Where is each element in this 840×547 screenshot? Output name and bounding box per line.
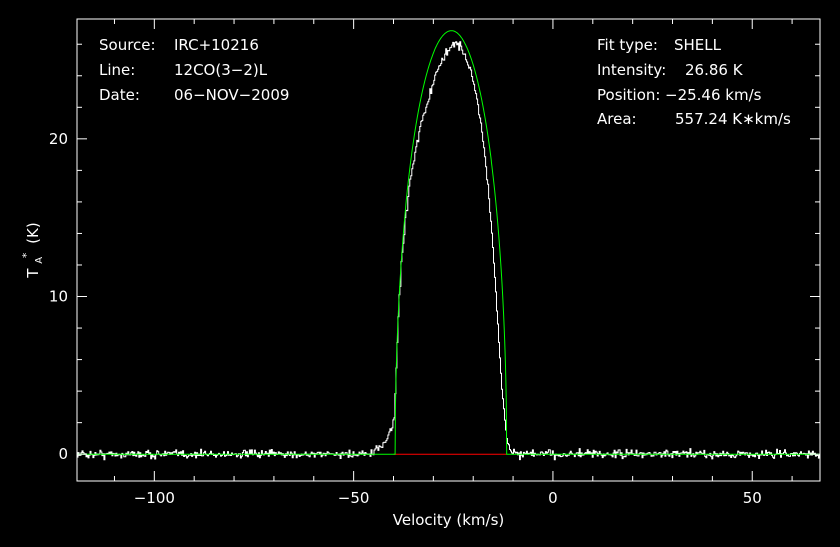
fit-type-label: Fit type:: [597, 36, 658, 54]
shell-fit-line: [77, 30, 820, 455]
source-label: Source:: [99, 36, 156, 54]
y-axis-label-superscript: *: [20, 252, 33, 258]
line-value: 12CO(3−2)L: [174, 61, 268, 79]
observed-spectrum-line: [77, 41, 820, 461]
area-value: 557.24 K∗km/s: [675, 110, 791, 128]
date-label: Date:: [99, 86, 140, 104]
y-axis-label-symbol: T: [24, 268, 42, 279]
observation-info: Source: IRC+10216 Line: 12CO(3−2)L Date:…: [99, 36, 289, 104]
x-tick-label: 0: [548, 489, 558, 507]
y-axis-label-subscript: A: [34, 257, 45, 264]
source-value: IRC+10216: [174, 36, 259, 54]
position-label: Position:: [597, 86, 660, 104]
data-layer: [77, 30, 820, 461]
x-axis-label: Velocity (km/s): [393, 511, 504, 529]
date-value: 06−NOV−2009: [174, 86, 289, 104]
y-axis-label-unit: (K): [24, 222, 42, 244]
y-tick-label: 10: [49, 288, 68, 306]
intensity-value: 26.86 K: [685, 61, 744, 79]
position-value: −25.46 km/s: [665, 86, 762, 104]
x-tick-label: −50: [338, 489, 370, 507]
fit-info: Fit type: SHELL Intensity: 26.86 K Posit…: [597, 36, 791, 128]
y-tick-label: 0: [58, 445, 68, 463]
fit-type-value: SHELL: [674, 36, 722, 54]
y-tick-label: 20: [49, 130, 68, 148]
y-axis-label: T A * (K): [16, 222, 46, 278]
area-label: Area:: [597, 110, 637, 128]
axis-ticks: −100 −50 0 50 0 10 20: [49, 19, 820, 507]
plot-frame: [76, 18, 821, 482]
x-tick-label: −100: [134, 489, 175, 507]
line-label: Line:: [99, 61, 135, 79]
intensity-label: Intensity:: [597, 61, 666, 79]
x-tick-label: 50: [743, 489, 762, 507]
